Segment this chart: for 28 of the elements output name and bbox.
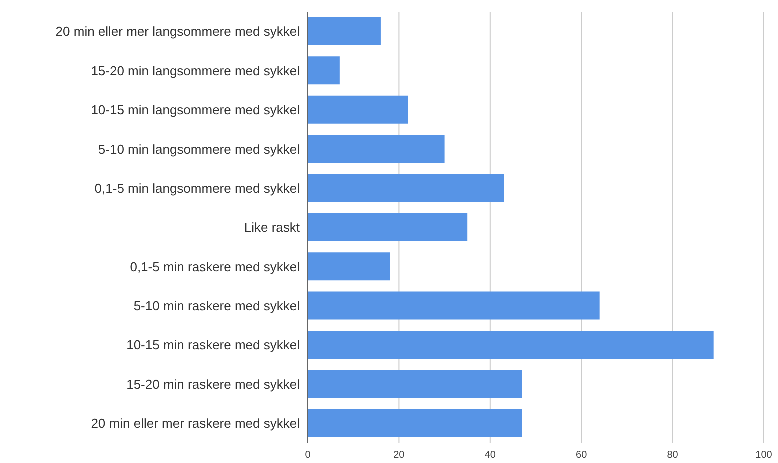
bar: [308, 370, 522, 398]
y-tick-label: 0,1-5 min langsommere med sykkel: [94, 180, 300, 196]
x-tick-label: 100: [756, 450, 773, 462]
bar: [308, 96, 408, 124]
y-tick-label: 20 min eller mer langsommere med sykkel: [56, 24, 300, 40]
bar: [308, 252, 390, 281]
x-tick-label: 20: [394, 450, 406, 462]
bar: [308, 17, 381, 46]
bar: [308, 135, 445, 164]
bar: [308, 213, 468, 242]
x-tick-label: 80: [667, 450, 679, 462]
y-tick-label: 10-15 min raskere med sykkel: [126, 338, 300, 353]
x-tick-label: 0: [305, 450, 312, 462]
x-tick-label: 40: [484, 450, 496, 462]
bar: [308, 174, 504, 202]
y-tick-label: 10-15 min langsommere med sykkel: [91, 102, 300, 118]
bar: [308, 56, 340, 85]
y-tick-label: 15-20 min raskere med sykkel: [126, 376, 300, 392]
y-tick-label: 0,1-5 min raskere med sykkel: [130, 259, 300, 274]
y-tick-label: 5-10 min langsommere med sykkel: [98, 142, 300, 157]
bar: [308, 409, 522, 438]
y-tick-label: 15-20 min langsommere med sykkel: [91, 63, 300, 78]
y-tick-label: 5-10 min raskere med sykkel: [134, 298, 300, 314]
x-tick-label: 60: [576, 450, 588, 462]
bar: [308, 330, 714, 359]
bar: [308, 292, 600, 320]
y-tick-label: 20 min eller mer raskere med sykkel: [91, 416, 300, 432]
y-tick-label: Like raskt: [244, 220, 300, 236]
